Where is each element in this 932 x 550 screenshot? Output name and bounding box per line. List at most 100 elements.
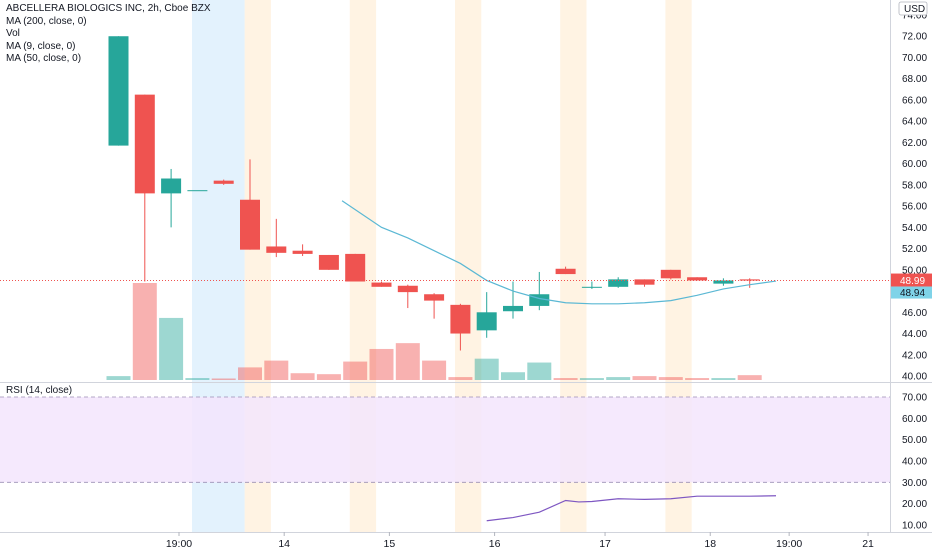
candle-body: [503, 305, 523, 312]
candle-body: [529, 294, 550, 306]
candle[interactable]: [476, 292, 497, 338]
price-tick-label: 74.00: [902, 11, 927, 22]
time-tick-label: 15: [384, 538, 396, 550]
moving-average: [0, 200, 890, 305]
volume-bar: [527, 362, 552, 380]
currency-box: [898, 1, 928, 16]
volume-bar: [711, 378, 736, 380]
volume-bar: [264, 360, 289, 380]
rsi-tick-label: 30.00: [902, 478, 927, 489]
volume-bar: [658, 377, 683, 380]
candle[interactable]: [503, 281, 523, 319]
candle[interactable]: [634, 279, 655, 287]
candle[interactable]: [450, 303, 471, 351]
candle[interactable]: [581, 281, 602, 289]
candle[interactable]: [529, 271, 550, 311]
candle[interactable]: [345, 253, 366, 282]
rsi-tick-label: 50.00: [902, 435, 927, 446]
candle[interactable]: [424, 293, 445, 319]
candle-body: [108, 36, 129, 146]
legend-ma9[interactable]: MA (9, close, 0): [6, 40, 76, 52]
candle[interactable]: [397, 284, 418, 309]
candle-body: [213, 180, 234, 184]
rsi-tick-label: 60.00: [902, 414, 927, 425]
rsi-tick-label: 40.00: [902, 457, 927, 468]
volume-bar: [448, 377, 473, 380]
candle-body: [318, 254, 339, 270]
volume-bar: [632, 376, 657, 380]
legend-ma200[interactable]: MA (200, close, 0): [6, 15, 87, 27]
time-tick-label: 14: [278, 538, 290, 550]
legend-vol[interactable]: Vol: [6, 28, 20, 39]
candle-body: [555, 268, 576, 275]
rsi-tick-label: 20.00: [902, 499, 927, 510]
volume-bar: [132, 283, 157, 380]
price-tick-label: 72.00: [902, 32, 927, 43]
volume-bars: [106, 283, 762, 380]
volume-bar: [369, 348, 394, 380]
time-tick-label: 19:00: [166, 538, 192, 550]
candle-body: [608, 279, 629, 287]
candle-body: [634, 279, 655, 285]
rsi-pane: [0, 396, 890, 522]
candle[interactable]: [213, 179, 234, 185]
candle-body: [476, 312, 497, 331]
candle-body: [424, 294, 445, 301]
candle[interactable]: [134, 94, 155, 282]
rsi-legend[interactable]: RSI (14, close): [6, 385, 73, 396]
candle[interactable]: [371, 281, 392, 287]
rsi-tick-label: 10.00: [902, 521, 927, 532]
candle[interactable]: [687, 277, 708, 281]
rsi-tick-label: 70.00: [902, 393, 927, 404]
candle[interactable]: [266, 218, 287, 258]
rsi-band: [0, 397, 890, 483]
candle-body: [713, 280, 734, 284]
candle[interactable]: [660, 269, 681, 280]
chart-legend: ABCELLERA BIOLOGICS INC, 2h, Cboe BZX MA…: [6, 3, 211, 66]
candle-body: [161, 178, 182, 194]
candle[interactable]: [555, 266, 576, 275]
candle[interactable]: [161, 168, 182, 228]
price-tick-label: 44.00: [902, 329, 927, 340]
price-tick-label: 42.00: [902, 350, 927, 361]
volume-bar: [579, 378, 604, 380]
price-tag-label: 48.99: [900, 276, 925, 287]
time-tick-label: 17: [599, 538, 611, 550]
candle[interactable]: [713, 278, 734, 286]
candle-body: [292, 250, 313, 254]
price-tick-label: 58.00: [902, 180, 927, 191]
candle[interactable]: [292, 244, 313, 257]
candle-body: [397, 285, 418, 293]
candle[interactable]: [108, 36, 129, 146]
axes: 74.00 72.00 70.00 68.00 66.00 64.00 62.00 60.00…: [166, 1, 932, 550]
price-tick-label: 60.00: [902, 159, 927, 170]
candle-body: [134, 94, 155, 194]
legend-title[interactable]: ABCELLERA BIOLOGICS INC, 2h, Cboe BZX: [6, 3, 211, 14]
volume-bar: [316, 374, 341, 380]
candle-body: [240, 199, 260, 250]
ma-tag: [891, 286, 932, 299]
candle[interactable]: [739, 278, 760, 288]
candle[interactable]: [318, 254, 339, 270]
volume-bar: [159, 317, 184, 380]
volume-bar: [474, 358, 499, 380]
price-tick-label: 46.00: [902, 308, 927, 319]
price-tag: [891, 273, 932, 287]
candle[interactable]: [608, 277, 629, 288]
candles[interactable]: [108, 36, 760, 351]
volume-bar: [606, 377, 631, 380]
candle[interactable]: [187, 190, 208, 192]
candle-body: [266, 246, 287, 253]
time-tick-label: 19:00: [776, 538, 802, 550]
candle-body: [450, 304, 471, 334]
candle[interactable]: [240, 159, 260, 250]
rsi-line: [486, 495, 777, 522]
legend-ma50[interactable]: MA (50, close, 0): [6, 53, 82, 64]
candle-body: [660, 269, 681, 279]
candle-body: [371, 282, 392, 287]
volume-bar: [185, 378, 210, 380]
volume-bar: [106, 376, 131, 380]
currency-label: USD: [904, 4, 925, 15]
price-tick-label: 52.00: [902, 244, 927, 255]
